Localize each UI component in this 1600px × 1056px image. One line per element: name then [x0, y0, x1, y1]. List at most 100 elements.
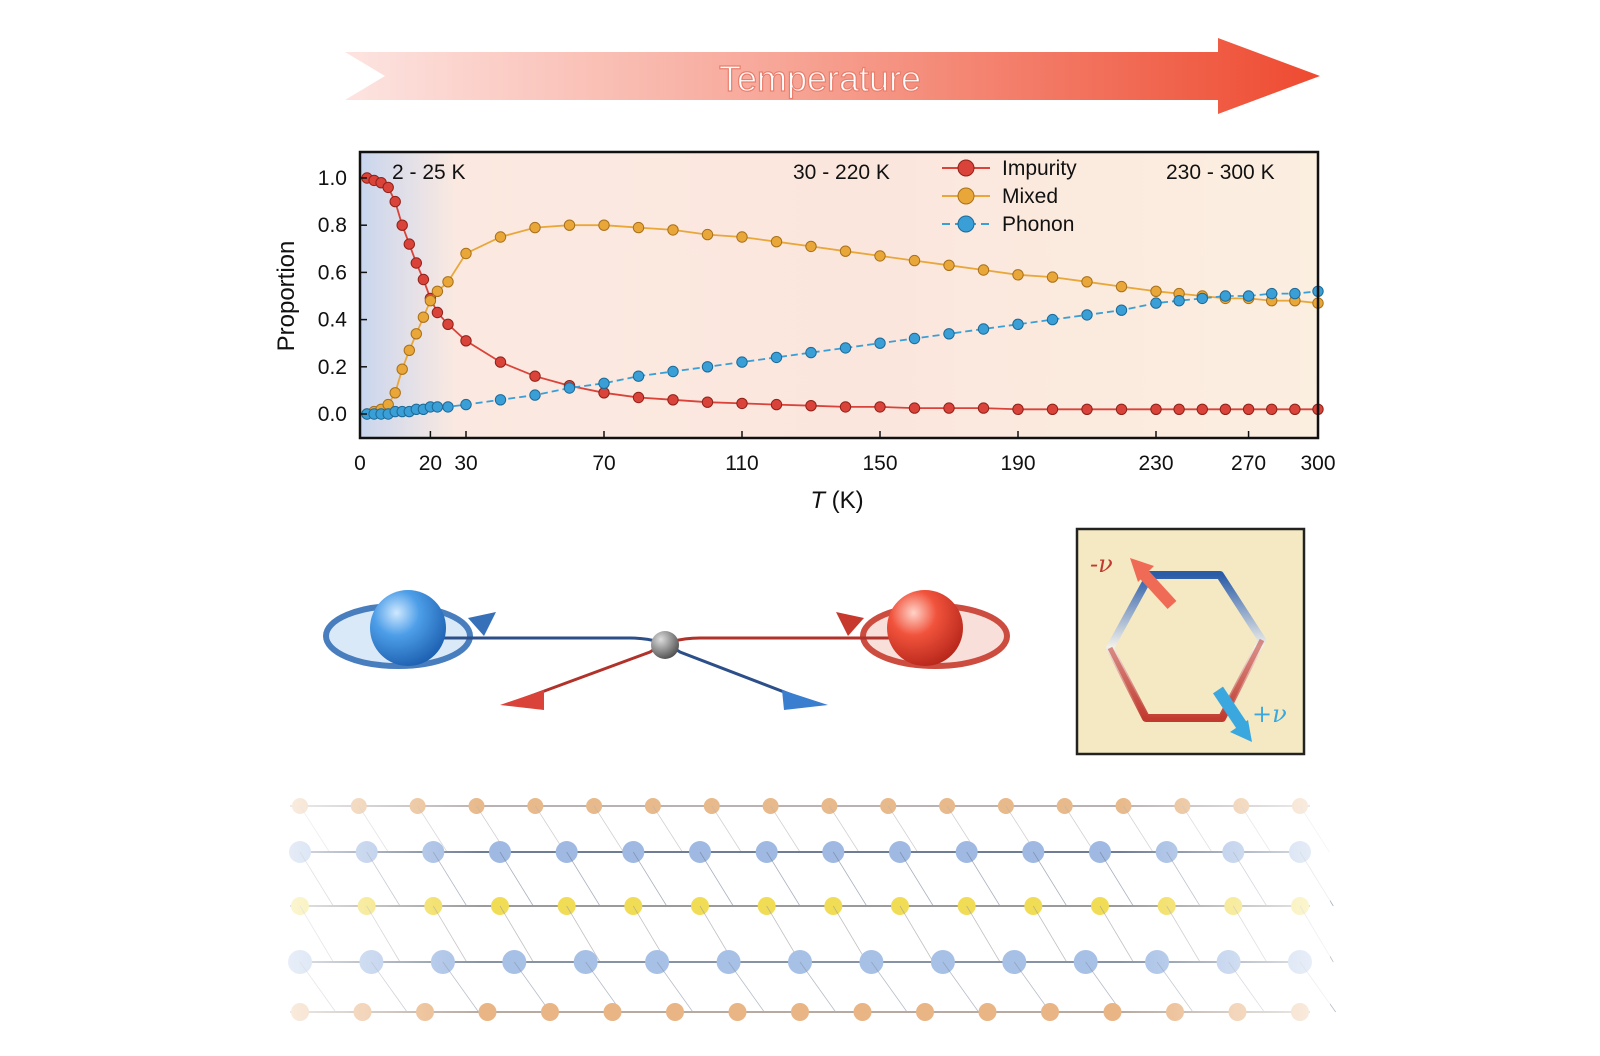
data-point-phonon: [598, 377, 610, 389]
lattice-fade: [270, 780, 1330, 1030]
data-point-mixed: [494, 231, 507, 243]
data-point-mixed: [736, 231, 748, 243]
legend-phonon-marker: [957, 215, 975, 233]
data-point-mixed: [460, 247, 472, 260]
data-point-impurity: [494, 356, 507, 368]
x-tick-label: 270: [1231, 452, 1266, 475]
data-point-phonon: [1219, 290, 1232, 302]
data-point-impurity: [403, 238, 415, 250]
data-point-impurity: [431, 306, 444, 319]
data-point-mixed: [667, 224, 679, 236]
temperature-banner: Temperature: [345, 38, 1320, 114]
data-point-phonon: [805, 346, 817, 359]
data-point-mixed: [417, 311, 430, 323]
y-tick-label: 0.8: [318, 214, 347, 237]
data-point-impurity: [460, 335, 472, 347]
red-arrowhead: [500, 690, 544, 710]
data-point-phonon: [1196, 292, 1209, 305]
data-point-impurity: [410, 257, 422, 269]
data-point-mixed: [977, 264, 990, 276]
data-point-phonon: [1012, 318, 1024, 330]
y-tick-label: 0.6: [318, 261, 347, 284]
data-point-impurity: [874, 401, 886, 413]
data-point-mixed: [1046, 271, 1059, 283]
data-point-impurity: [417, 273, 430, 286]
data-point-mixed: [839, 245, 852, 257]
temperature-arrow-shape: [345, 38, 1320, 114]
series-layer: [361, 172, 1324, 420]
red-trajectory: [519, 636, 890, 702]
data-point-impurity: [632, 391, 645, 404]
data-point-phonon: [1150, 297, 1162, 309]
legend-mixed-marker: [957, 187, 975, 205]
data-point-phonon: [1115, 304, 1128, 316]
blue-orbit-arrow: [468, 612, 496, 636]
plus-v-arrow: [1213, 686, 1247, 730]
data-point-impurity: [442, 318, 454, 330]
data-point-impurity: [943, 402, 955, 414]
y-axis-label: Proportion: [273, 241, 300, 352]
data-point-phonon: [494, 394, 507, 406]
data-point-phonon: [839, 342, 852, 354]
data-point-mixed: [908, 254, 921, 267]
data-point-impurity: [1173, 403, 1185, 415]
data-point-phonon: [736, 356, 748, 368]
data-point-phonon: [1289, 287, 1301, 300]
data-point-impurity: [1242, 403, 1255, 415]
y-tick-label: 0.2: [318, 356, 347, 379]
minus-v-arrow: [1135, 565, 1177, 610]
data-point-mixed: [598, 219, 610, 231]
data-point-mixed: [403, 344, 415, 356]
data-point-mixed: [1150, 285, 1162, 297]
data-point-phonon: [529, 389, 541, 401]
x-tick-label: 70: [592, 452, 615, 475]
data-point-mixed: [396, 363, 408, 375]
region-label-low: 2 - 25 K: [392, 161, 466, 184]
legend-impurity-label: Impurity: [1002, 157, 1077, 180]
data-point-phonon: [1173, 295, 1185, 307]
data-point-mixed: [563, 219, 576, 231]
data-point-mixed: [943, 259, 955, 271]
data-point-impurity: [1012, 403, 1024, 415]
data-point-phonon: [874, 337, 886, 349]
x-axis-label: T (K): [810, 487, 863, 514]
blue-arrowhead: [782, 690, 828, 710]
data-point-impurity: [1046, 403, 1059, 415]
red-atom: [887, 590, 963, 666]
data-point-mixed: [1012, 269, 1024, 281]
data-point-phonon: [632, 370, 645, 382]
plus-v-label: +ν: [1252, 700, 1287, 728]
data-point-impurity: [1289, 403, 1301, 415]
x-tick-label: 0: [354, 452, 366, 475]
data-point-phonon: [770, 351, 783, 364]
x-tick-label: 190: [1000, 452, 1035, 475]
data-point-phonon: [1081, 309, 1093, 321]
data-point-phonon: [1046, 313, 1059, 326]
red-orbit-arrow: [836, 612, 864, 636]
data-point-phonon: [701, 361, 714, 373]
minus-v-arrowhead: [1130, 558, 1154, 582]
data-point-phonon: [563, 382, 576, 394]
data-point-impurity: [389, 195, 401, 208]
data-point-phonon: [1266, 287, 1278, 300]
data-point-phonon: [1242, 290, 1255, 302]
data-point-mixed: [1081, 276, 1093, 288]
data-point-impurity: [977, 402, 990, 414]
data-point-phonon: [667, 365, 679, 378]
data-point-mixed: [874, 250, 886, 262]
x-tick-label: 110: [725, 452, 758, 475]
x-tick-label: 20: [419, 452, 442, 475]
y-tick-label: 1.0: [318, 167, 347, 190]
data-point-phonon: [460, 398, 472, 411]
series-line-mixed: [366, 224, 1319, 415]
blue-atom: [370, 590, 446, 666]
data-point-mixed: [431, 285, 444, 297]
region-label-high: 230 - 300 K: [1166, 161, 1275, 184]
data-point-mixed: [701, 228, 714, 241]
data-point-mixed: [389, 387, 401, 399]
velocity-inset: -ν +ν: [1075, 527, 1306, 756]
proportion-chart: 0 20 30 70 110 150 190 230 270 300 0.0 0.2 0.4 0.6 0.8…: [273, 150, 1336, 514]
impurity-atom: [651, 631, 679, 659]
data-point-mixed: [424, 295, 437, 307]
